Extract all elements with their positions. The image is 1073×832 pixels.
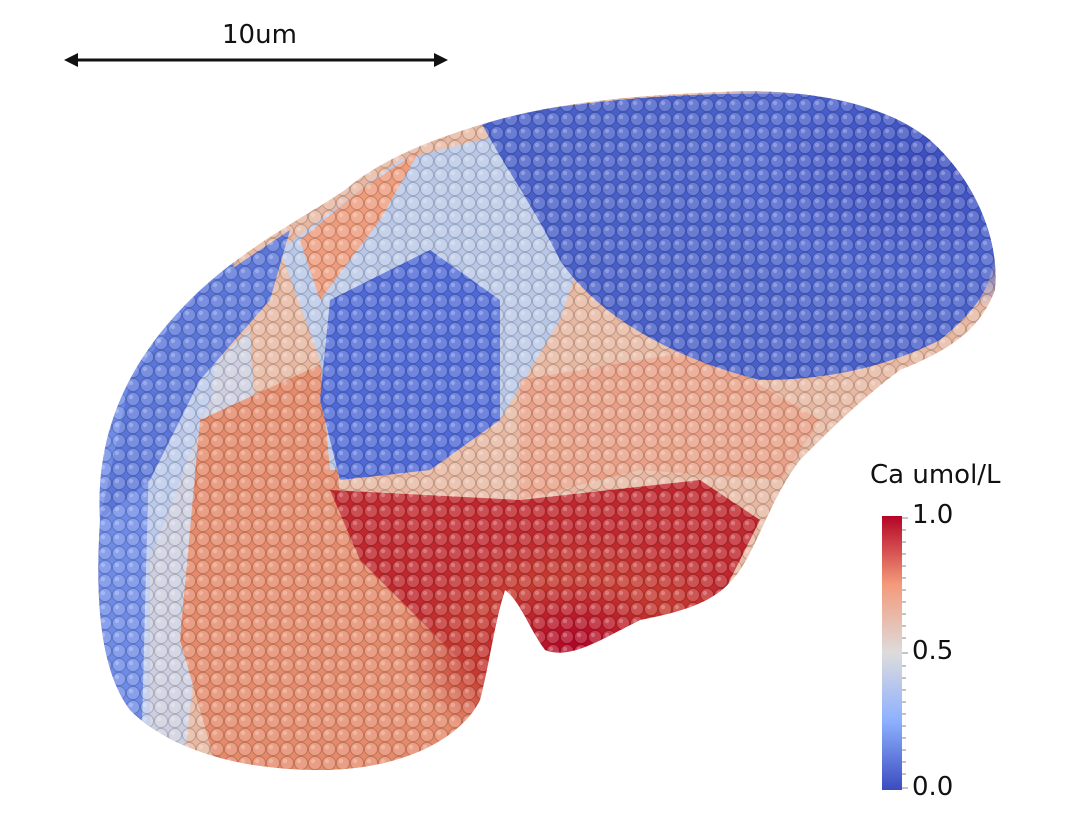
legend-tick-mid: 0.5 [912, 636, 954, 666]
cell-surface [98, 91, 996, 771]
legend-tick-max: 1.0 [912, 500, 954, 530]
scale-bar [64, 53, 448, 67]
legend-title: Ca umol/L [870, 460, 1001, 490]
legend-tick-min: 0.0 [912, 772, 954, 802]
scale-bar-label: 10um [222, 20, 297, 50]
color-legend [882, 516, 908, 790]
